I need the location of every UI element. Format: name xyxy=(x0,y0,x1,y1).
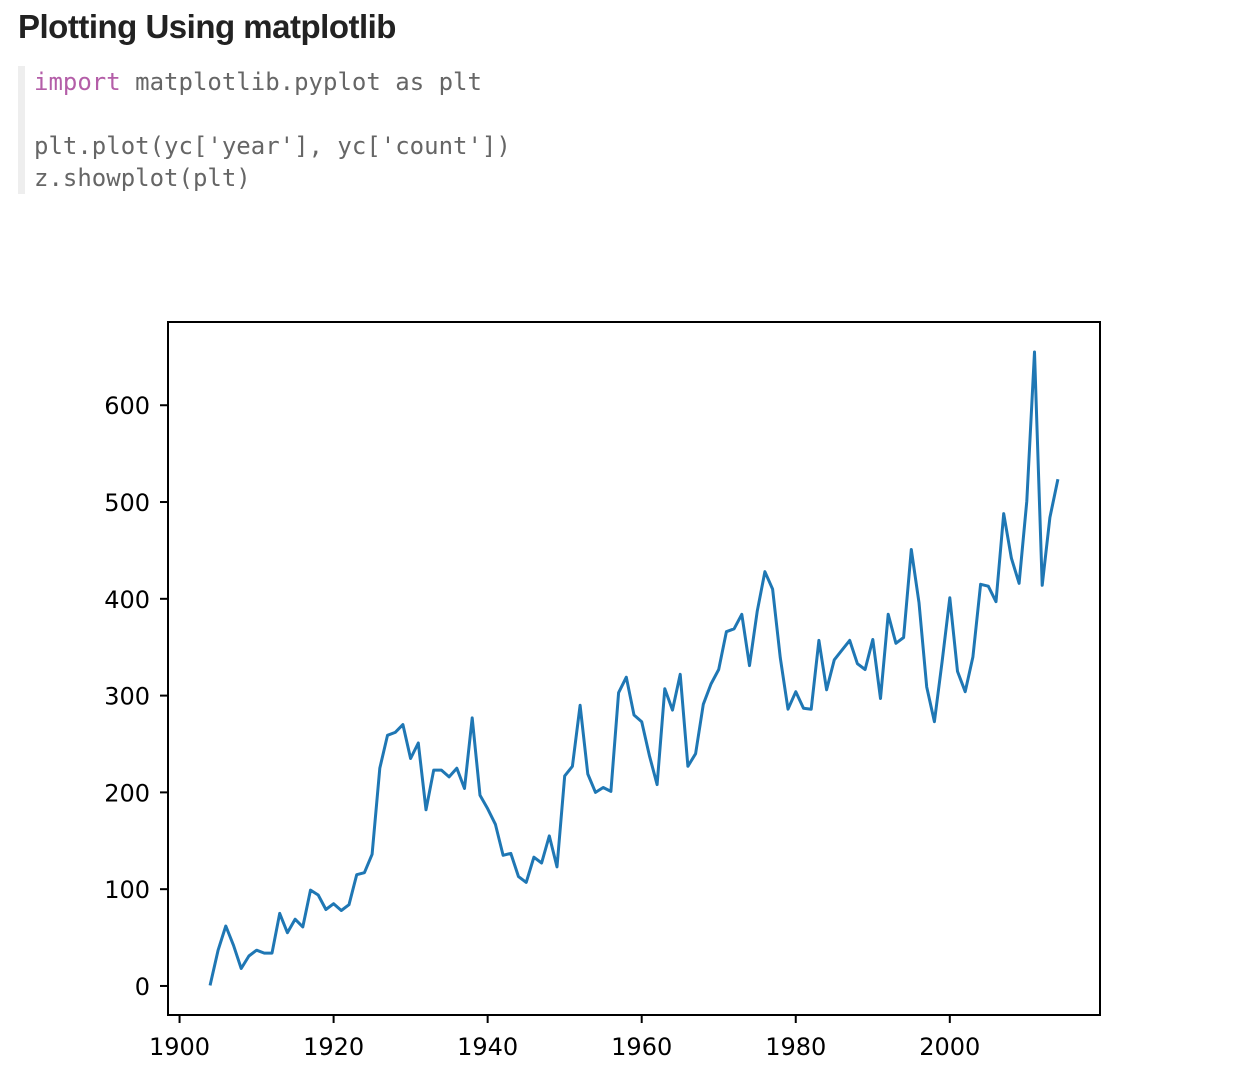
x-tick-label: 1900 xyxy=(149,1033,210,1061)
code-line: import matplotlib.pyplot as plt xyxy=(34,66,618,98)
code-keyword: import xyxy=(34,68,121,96)
code-block[interactable]: import matplotlib.pyplot as plt plt.plot… xyxy=(18,66,618,194)
y-tick-label: 0 xyxy=(135,973,150,1001)
y-tick-label: 200 xyxy=(104,779,150,807)
code-line: z.showplot(plt) xyxy=(34,162,618,194)
code-line: plt.plot(yc['year'], yc['count']) xyxy=(34,130,618,162)
y-tick-label: 100 xyxy=(104,876,150,904)
code-text: matplotlib.pyplot as plt xyxy=(120,68,482,96)
code-text: z.showplot(plt) xyxy=(34,164,251,192)
page-title: Plotting Using matplotlib xyxy=(18,8,396,45)
y-tick-label: 400 xyxy=(104,586,150,614)
y-tick-label: 600 xyxy=(104,392,150,420)
x-tick-label: 1980 xyxy=(765,1033,826,1061)
series-line xyxy=(208,350,1060,986)
x-tick-label: 2000 xyxy=(919,1033,980,1061)
x-tick-label: 1960 xyxy=(611,1033,672,1061)
code-text: plt.plot(yc['year'], yc['count']) xyxy=(34,132,511,160)
x-tick-label: 1940 xyxy=(457,1033,518,1061)
y-tick-label: 500 xyxy=(104,489,150,517)
y-tick-label: 300 xyxy=(104,683,150,711)
plot-frame xyxy=(167,321,1101,1016)
x-tick-label: 1920 xyxy=(303,1033,364,1061)
